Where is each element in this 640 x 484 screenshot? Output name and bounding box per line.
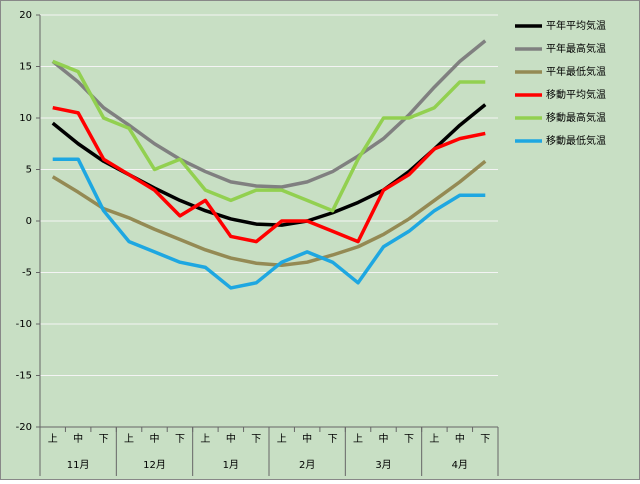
series-line	[51, 159, 487, 268]
x-tick-label: 下	[328, 434, 338, 445]
legend-label: 平年平均気温	[546, 19, 606, 32]
y-tick-label: -10	[16, 319, 32, 330]
y-tick-label: -15	[16, 371, 32, 382]
x-tick-label: 上	[48, 433, 58, 445]
legend-label: 移動最高気温	[546, 111, 606, 124]
x-tick-label: 中	[226, 432, 236, 445]
legend-label: 平年最高気温	[546, 42, 606, 55]
x-tick-label: 中	[455, 432, 465, 445]
x-tick-label: 中	[150, 432, 160, 445]
legend-label: 移動最低気温	[546, 134, 606, 147]
x-tick-label: 中	[73, 432, 83, 445]
x-tick-label: 下	[480, 434, 490, 445]
y-tick-label: -20	[16, 422, 32, 433]
y-tick-label: 15	[19, 62, 32, 73]
series-line	[51, 39, 487, 189]
y-tick-label: 5	[26, 165, 32, 176]
series-line	[52, 157, 486, 290]
month-label: 11月	[67, 459, 90, 471]
x-tick-label: 下	[251, 434, 261, 445]
month-label: 2月	[299, 459, 315, 471]
series-line	[52, 59, 486, 213]
x-tick-label: 上	[124, 433, 134, 445]
month-label: 1月	[223, 459, 239, 471]
x-tick-label: 下	[404, 434, 414, 445]
x-tick-label: 上	[277, 433, 287, 445]
month-label: 3月	[375, 459, 391, 471]
x-tick-label: 下	[175, 434, 185, 445]
x-tick-label: 中	[302, 432, 312, 445]
month-label: 4月	[452, 459, 468, 471]
x-tick-label: 上	[429, 433, 439, 445]
x-tick-label: 上	[200, 433, 210, 445]
x-tick-label: 中	[379, 432, 389, 445]
y-tick-label: 10	[19, 113, 32, 124]
month-label: 12月	[143, 459, 166, 471]
y-tick-label: 20	[19, 10, 32, 21]
y-tick-label: 0	[26, 216, 32, 227]
legend-label: 移動平均気温	[546, 88, 606, 101]
x-tick-label: 上	[353, 433, 363, 445]
series-line	[52, 105, 486, 244]
x-tick-label: 下	[99, 434, 109, 445]
legend-label: 平年最低気温	[546, 65, 606, 78]
y-tick-label: -5	[22, 268, 32, 279]
